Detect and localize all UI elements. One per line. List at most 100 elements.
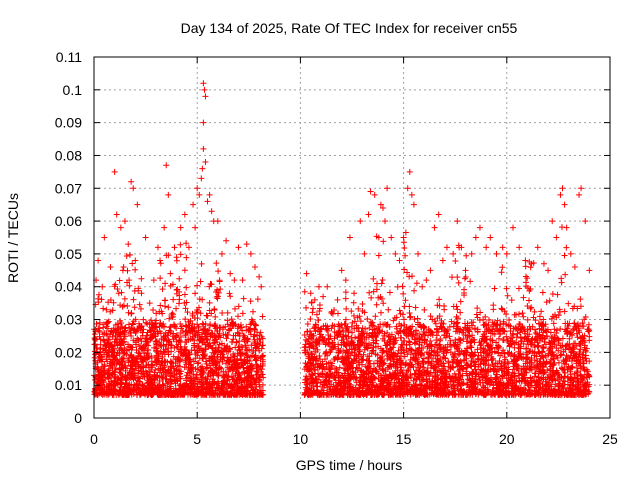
data-point [132,257,139,264]
data-point [379,204,386,211]
data-point [392,250,399,257]
data-point [200,80,207,87]
data-point [454,218,461,225]
data-point [439,257,446,264]
data-point [198,175,205,182]
data-point [311,296,318,303]
data-point [200,119,207,126]
data-point [346,234,353,241]
x-tick-labels: 0 5 10 15 20 25 [90,431,618,447]
data-point [427,267,434,274]
data-point [126,277,133,284]
data-point [483,244,490,251]
x-axis-label: GPS time / hours [296,457,403,473]
axis-ticks [93,56,611,419]
data-point [214,218,221,225]
data-point [185,244,192,251]
data-point [503,250,510,257]
y-axis-label: ROTI / TECUs [5,193,21,283]
data-point [101,234,108,241]
plot-frame [93,56,611,419]
data-point [109,349,116,356]
data-point [553,234,560,241]
data-point [406,168,413,175]
data-point [115,290,122,297]
y-tick-label: 0.03 [55,312,82,328]
data-point [458,244,465,251]
data-point [190,201,197,208]
y-tick-label: 0 [74,410,82,426]
data-point [130,185,137,192]
y-tick-label: 0.02 [55,344,82,360]
data-point [431,224,438,231]
data-point [534,244,541,251]
data-point [382,218,389,225]
data-point [375,234,382,241]
data-point [462,267,469,274]
data-point [415,250,422,257]
data-point [567,250,574,257]
data-point [200,145,207,152]
data-point [396,257,403,264]
x-tick-label: 5 [193,431,201,447]
data-point [423,277,430,284]
data-point [243,241,250,248]
data-point [201,86,208,93]
data-point [419,283,426,290]
data-point [223,237,230,244]
data-point [334,296,341,303]
data-points [91,80,593,399]
data-point [167,270,174,277]
data-point [443,244,450,251]
data-point [371,191,378,198]
x-tick-label: 25 [602,431,618,447]
data-point [258,283,265,290]
data-point [338,267,345,274]
y-tick-label: 0.08 [55,147,82,163]
data-point [192,224,199,231]
y-tick-label: 0.07 [55,180,82,196]
data-point [107,264,114,271]
data-point [563,224,570,231]
data-point [559,185,566,192]
data-point [516,244,523,251]
data-point [582,218,589,225]
y-tick-label: 0.09 [55,115,82,131]
data-point [204,198,211,205]
data-point [119,267,126,274]
data-point [522,257,529,264]
data-point [476,224,483,231]
data-point [324,283,331,290]
y-tick-labels: 0 0.01 0.02 0.03 0.04 0.05 0.06 0.07 0.08 0.09 0.1… [55,49,82,426]
data-point [95,257,102,264]
data-point [493,250,500,257]
data-point [146,300,153,307]
data-point [111,168,118,175]
data-point [97,346,104,353]
data-point [161,224,168,231]
y-tick-label: 0.11 [56,49,82,65]
data-point [157,257,164,264]
x-tick-label: 0 [90,431,98,447]
data-point [450,250,457,257]
data-point [163,162,170,169]
data-point [154,244,161,251]
data-point [328,309,335,316]
data-point [320,293,327,300]
data-point [99,283,106,290]
data-point [165,191,172,198]
data-point [239,277,246,284]
data-point [586,267,593,274]
data-point [410,201,417,208]
data-point [408,191,415,198]
data-point [134,201,141,208]
data-point [557,191,564,198]
data-point [342,277,349,284]
data-point [549,218,556,225]
data-point [307,290,314,297]
dense-point-cloud [91,224,593,399]
data-point [196,191,203,198]
chart-title: Day 134 of 2025, Rate Of TEC Index for r… [181,20,518,36]
data-point [173,254,180,261]
